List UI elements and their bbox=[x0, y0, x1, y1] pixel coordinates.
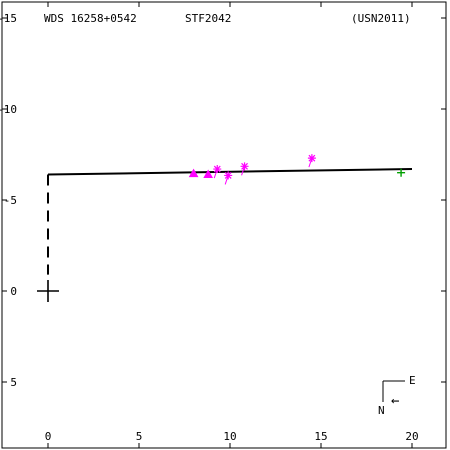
x-tick-label: 10 bbox=[223, 430, 236, 443]
y-tick-label: 5 bbox=[10, 376, 17, 389]
observation-triangle bbox=[188, 168, 199, 178]
y-tick-label: -10 bbox=[0, 103, 17, 116]
y-tick-label: -5 bbox=[4, 194, 17, 207]
axis-ticks bbox=[2, 2, 446, 448]
primary-star-marker bbox=[37, 280, 59, 302]
axis-tick-labels: 0 5 10 15 20 -15 -10 -5 0 5 bbox=[0, 12, 419, 443]
observation-residual bbox=[241, 166, 246, 176]
observation-residual bbox=[213, 168, 218, 179]
orientation-axes bbox=[382, 380, 405, 402]
chart-title-star: STF2042 bbox=[185, 12, 231, 25]
data-series bbox=[37, 154, 413, 302]
x-tick-label: 15 bbox=[314, 430, 327, 443]
direction-arrow: ← bbox=[391, 393, 399, 409]
orientation-indicator: E N ← bbox=[378, 374, 416, 417]
orbit-line bbox=[47, 168, 413, 176]
latest-observation-marker bbox=[397, 168, 406, 177]
x-tick-label: 0 bbox=[45, 430, 52, 443]
y-tick-label: -15 bbox=[0, 12, 17, 25]
x-tick-label: 5 bbox=[136, 430, 143, 443]
north-label: N bbox=[378, 404, 385, 417]
chart-title-wds: WDS 16258+0542 bbox=[44, 12, 137, 25]
observation-triangle bbox=[203, 169, 214, 179]
x-tick-label: 20 bbox=[405, 430, 418, 443]
observation-residual bbox=[308, 157, 313, 168]
chart-title-ref: (USN2011) bbox=[351, 12, 411, 25]
y-tick-label: 0 bbox=[10, 285, 17, 298]
east-label: E bbox=[409, 374, 416, 387]
observation-residual bbox=[224, 175, 229, 185]
